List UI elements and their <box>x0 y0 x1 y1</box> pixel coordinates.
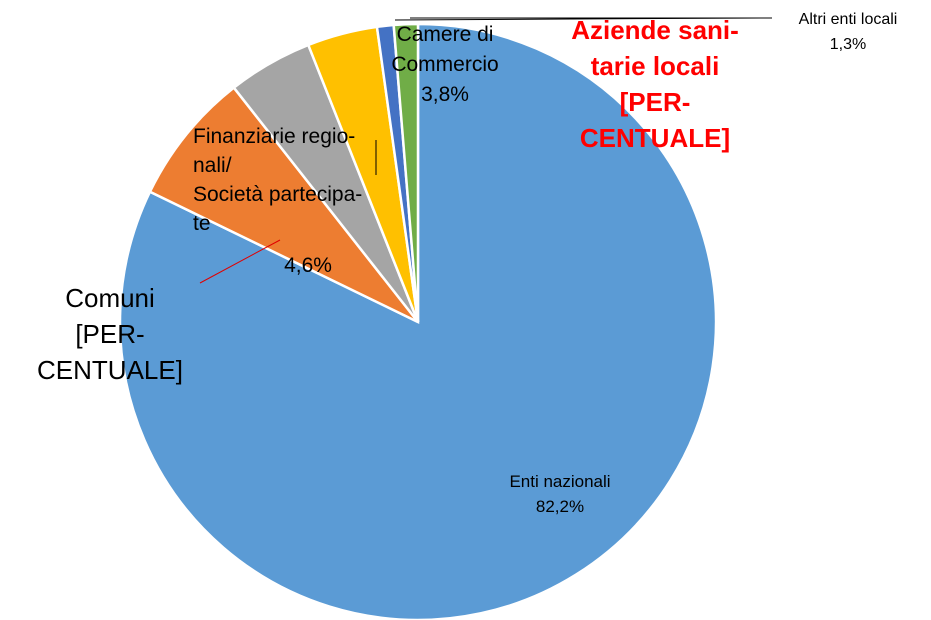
label-line: Società partecipa- <box>193 183 362 206</box>
value-label: 1,3% <box>830 36 866 53</box>
label-line: te <box>193 212 211 235</box>
category-label: Comuni <box>65 283 155 313</box>
label-line: 4,6% <box>284 254 332 277</box>
category-label: Aziende sani-tarie locali <box>571 15 739 81</box>
label-line: Camere di <box>397 23 494 46</box>
label-line: Commercio <box>391 53 498 76</box>
value-label: [PER- CENTUALE] <box>37 319 183 385</box>
label-line: Aziende sani- <box>571 15 739 45</box>
category-label: Enti nazionali <box>509 472 610 491</box>
label-line: [PER- <box>75 319 144 349</box>
label-line: Finanziarie regio- <box>193 125 355 148</box>
label-line: nali/ <box>193 154 232 177</box>
label-line: Altri enti locali <box>799 11 898 28</box>
label-line: 1,3% <box>830 36 866 53</box>
label-line: CENTUALE] <box>37 355 183 385</box>
label-line: Comuni <box>65 283 155 313</box>
label-line: CENTUALE] <box>580 123 730 153</box>
value-label: [PER- CENTUALE] <box>580 87 730 153</box>
category-label: Altri enti locali <box>799 11 898 28</box>
pie-slice <box>392 22 420 323</box>
label-line: 82,2% <box>536 497 584 516</box>
value-label: 3,8% <box>421 83 469 106</box>
leader-line <box>199 239 281 284</box>
pie-slice <box>148 85 419 324</box>
label-line: Enti nazionali <box>509 472 610 491</box>
label-line: 3,8% <box>421 83 469 106</box>
category-label: Finanziarie regio-nali/Società partecipa… <box>193 125 362 235</box>
label-line: [PER- <box>620 87 691 117</box>
value-label: 82,2% <box>536 497 584 516</box>
label-line: tarie locali <box>591 51 720 81</box>
value-label: 4,6% <box>284 254 332 277</box>
category-label: Camere di Commercio <box>391 23 498 76</box>
